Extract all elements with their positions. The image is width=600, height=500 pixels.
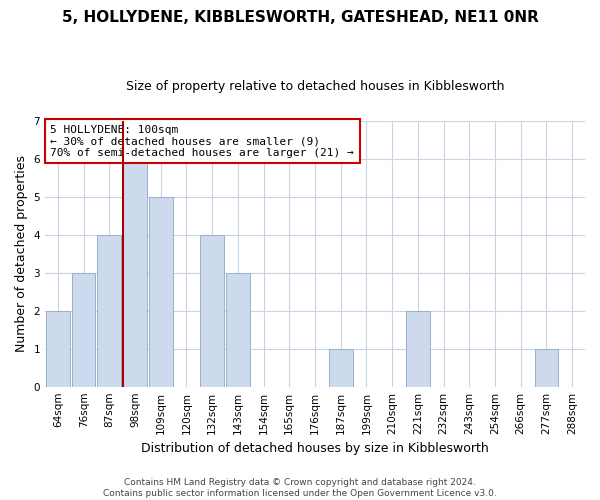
Bar	[535, 348, 558, 387]
Bar	[72, 272, 95, 386]
Title: Size of property relative to detached houses in Kibblesworth: Size of property relative to detached ho…	[126, 80, 504, 93]
Bar	[149, 196, 173, 386]
Bar	[406, 310, 430, 386]
X-axis label: Distribution of detached houses by size in Kibblesworth: Distribution of detached houses by size …	[141, 442, 489, 455]
Bar	[226, 272, 250, 386]
Text: Contains HM Land Registry data © Crown copyright and database right 2024.
Contai: Contains HM Land Registry data © Crown c…	[103, 478, 497, 498]
Bar	[97, 234, 121, 386]
Bar	[329, 348, 353, 387]
Bar	[46, 310, 70, 386]
Y-axis label: Number of detached properties: Number of detached properties	[15, 155, 28, 352]
Bar	[200, 234, 224, 386]
Text: 5, HOLLYDENE, KIBBLESWORTH, GATESHEAD, NE11 0NR: 5, HOLLYDENE, KIBBLESWORTH, GATESHEAD, N…	[62, 10, 538, 25]
Bar	[123, 158, 147, 386]
Text: 5 HOLLYDENE: 100sqm
← 30% of detached houses are smaller (9)
70% of semi-detache: 5 HOLLYDENE: 100sqm ← 30% of detached ho…	[50, 124, 354, 158]
